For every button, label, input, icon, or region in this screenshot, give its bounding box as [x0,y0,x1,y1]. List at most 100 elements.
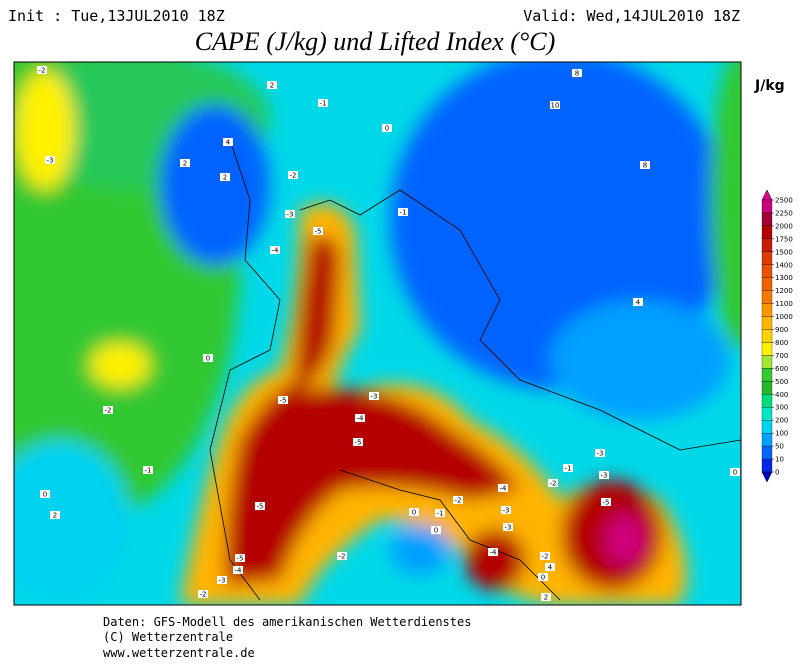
contour-label-box [288,171,298,179]
contour-label-box [203,354,213,362]
colorbar-segment [761,264,773,278]
colorbar-tip [761,471,773,483]
contour-label-box [382,124,392,132]
contour-label-box [217,576,227,584]
contour-label-box [313,227,323,235]
contour-label: -1 [320,100,327,108]
contour-label-box [40,490,50,498]
contour-label-box [550,101,560,109]
contour-label-box [545,563,555,571]
colorbar-label: 700 [775,352,788,360]
contour-label-box [223,138,233,146]
contour-label: 0 [385,125,389,133]
colorbar-label: 1500 [775,248,793,256]
colorbar-label: 1200 [775,287,793,295]
contour-label: 2 [183,160,187,168]
colorbar-segment [761,316,773,330]
colorbar-label: 1000 [775,313,793,321]
contour-label-box [220,173,230,181]
contour-label: -5 [603,499,610,507]
colorbar-label: 50 [775,443,784,451]
contour-label: -4 [500,485,508,493]
contour-label-box [37,66,47,74]
colorbar-label: 2500 [775,197,793,205]
contour-label: -1 [437,510,444,518]
colorbar-label: 2250 [775,209,793,217]
contour-label: -2 [39,67,46,75]
contour-label-box [572,69,582,77]
contour-label-box [353,438,363,446]
contour-label-box [409,508,419,516]
contour-label: 4 [226,139,231,147]
footer-line: Daten: GFS-Modell des amerikanischen Wet… [103,615,471,629]
contour-label-box [730,468,740,476]
contour-label: 2 [544,594,548,602]
contour-label: 2 [53,512,57,520]
contour-label-box [337,552,347,560]
colorbar-segment [761,394,773,408]
map-title: CAPE (J/kg) und Lifted Index (°C) [195,27,556,56]
contour-label-box [540,552,550,560]
contour-label-box [355,414,365,422]
contour-label-box [601,498,611,506]
contour-label-box [369,392,379,400]
contour-label: -2 [542,553,549,561]
contour-label-box [599,471,609,479]
colorbar-label: 1300 [775,274,793,282]
contour-label-box [548,479,558,487]
contour-label: 0 [541,574,545,582]
map-field [14,62,741,605]
init-time: Init : Tue,13JUL2010 18Z [8,7,225,25]
contour-label: -5 [237,555,244,563]
contour-label: -3 [371,393,378,401]
contour-label-box [278,396,288,404]
contour-label: 0 [733,469,737,477]
contour-label-box [595,449,605,457]
colorbar-label: 600 [775,365,788,373]
contour-label: -2 [200,591,207,599]
contour-label: -5 [280,397,287,405]
map-frame [13,61,742,606]
colorbar-label: 0 [775,469,779,477]
contour-label-box [398,208,408,216]
contour-label-box [233,566,243,574]
contour-label-box [640,161,650,169]
contour-label: -4 [490,549,498,557]
contour-label: -1 [145,467,152,475]
contour-label-box [498,484,508,492]
contour-label: -2 [105,407,112,415]
contour-label: -1 [565,465,572,473]
contour-label: -1 [400,209,407,217]
contour-label-box [488,548,498,556]
contour-label: 8 [643,162,647,170]
colorbar-segment [761,342,773,356]
contour-label-box [267,81,277,89]
colorbar-segment [761,303,773,317]
contour-label-box [563,464,573,472]
contour-label: -3 [47,157,54,165]
contour-label: -3 [597,450,604,458]
colorbar-label: 800 [775,339,788,347]
contour-label: 4 [548,564,553,572]
colorbar-segment [761,225,773,240]
colorbar-label: 1400 [775,261,793,269]
contour-label-box [103,406,113,414]
contour-label: -5 [257,503,264,511]
colorbar-segment [761,458,773,473]
colorbar-segment [761,199,773,214]
colorbar-segment [761,407,773,421]
coastlines [209,139,741,601]
colorbar-label: 900 [775,326,788,334]
contour-label-box [541,593,551,601]
contour-label: 0 [43,491,47,499]
colorbar-label: 1100 [775,300,793,308]
contour-label-box [50,511,60,519]
contour-label-box [255,502,265,510]
colorbar-segment [761,329,773,343]
colorbar-segment [761,420,773,434]
contour-label: 0 [434,527,438,535]
contour-label-box [633,298,643,306]
contour-label: -3 [287,211,294,219]
contour-label: 10 [551,102,560,110]
